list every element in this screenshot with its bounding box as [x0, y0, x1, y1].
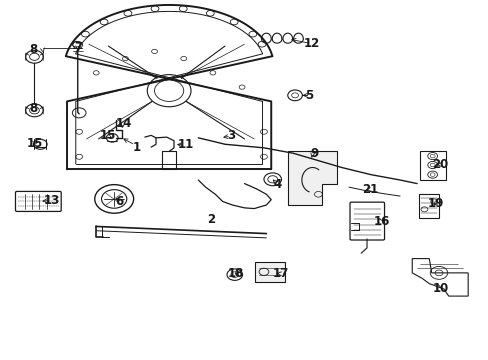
Text: 13: 13 — [43, 194, 60, 207]
Text: 18: 18 — [227, 267, 244, 280]
Text: 1: 1 — [132, 141, 141, 154]
Text: 8: 8 — [29, 43, 37, 56]
Text: 20: 20 — [431, 158, 447, 171]
Text: 10: 10 — [431, 283, 447, 296]
Text: 17: 17 — [272, 267, 288, 280]
Text: 19: 19 — [427, 197, 443, 211]
Text: 15: 15 — [26, 137, 42, 150]
Text: 15: 15 — [100, 129, 116, 142]
Text: 4: 4 — [273, 178, 281, 191]
Bar — [255, 262, 285, 282]
Text: 3: 3 — [227, 129, 235, 142]
Text: 9: 9 — [309, 148, 318, 161]
Text: 6: 6 — [115, 195, 123, 208]
Text: 5: 5 — [305, 89, 313, 102]
Polygon shape — [287, 152, 336, 205]
Text: 12: 12 — [303, 37, 319, 50]
Text: 11: 11 — [178, 139, 194, 152]
Text: 7: 7 — [74, 41, 82, 54]
Bar — [419, 151, 446, 180]
Text: 8: 8 — [29, 102, 37, 115]
Text: 14: 14 — [116, 117, 132, 130]
Text: 16: 16 — [373, 215, 389, 228]
Text: 21: 21 — [361, 183, 377, 196]
Text: 2: 2 — [207, 213, 215, 226]
